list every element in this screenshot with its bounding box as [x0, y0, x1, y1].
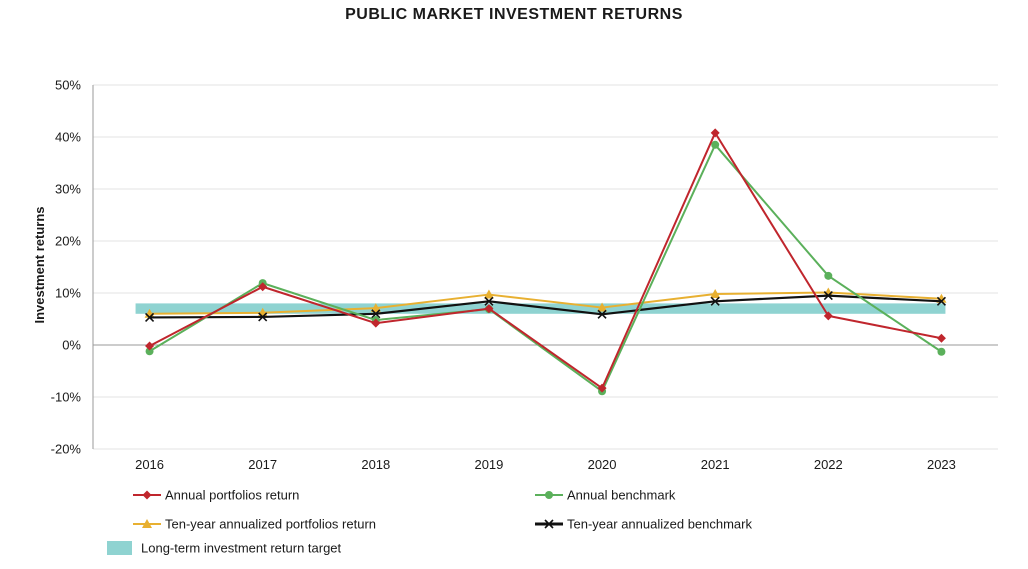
data-point: [483, 289, 494, 299]
data-point: [936, 333, 946, 343]
legend-marker: [544, 519, 554, 529]
y-tick-label: 10%: [55, 286, 81, 301]
series-line: [149, 143, 942, 393]
data-point: [936, 296, 947, 306]
legend-label: Annual portfolios return: [165, 488, 299, 503]
x-tick-label: 2021: [701, 457, 730, 472]
legend-band-swatch: [107, 541, 132, 555]
series-line: [149, 294, 942, 319]
y-tick-label: 30%: [55, 182, 81, 197]
data-point: [824, 271, 833, 280]
x-tick-label: 2023: [927, 457, 956, 472]
x-marker-stroke: [936, 296, 947, 306]
legend-label: Long-term investment return target: [141, 541, 342, 556]
y-tick-label: 40%: [55, 130, 81, 145]
data-point: [484, 296, 494, 306]
legend: Annual portfolios return Annual benchmark…: [107, 488, 752, 556]
x-marker-stroke: [144, 312, 155, 323]
chart-title: PUBLIC MARKET INVESTMENT RETURNS: [345, 6, 683, 23]
y-tick-label: -10%: [51, 390, 82, 405]
data-point: [597, 302, 608, 312]
legend-marker: [142, 490, 152, 500]
data-point: [144, 312, 155, 323]
data-point: [371, 318, 381, 328]
data-point: [258, 312, 268, 322]
data-point: [484, 304, 494, 314]
y-axis-label: Investment returns: [32, 206, 47, 323]
data-point: [145, 341, 155, 351]
x-tick-label: 2022: [814, 457, 843, 472]
axes: -20% -10% 0% 10% 20% 30% 40% 50% 2016 2017 2018 201…: [32, 78, 998, 472]
y-tick-label: 50%: [55, 78, 81, 93]
data-point: [145, 347, 154, 356]
y-tick-label: 0%: [62, 338, 81, 353]
data-point: [711, 140, 720, 149]
x-tick-label: 2018: [361, 457, 390, 472]
x-marker-stroke: [710, 296, 720, 306]
data-point: [710, 289, 721, 299]
x-marker-stroke: [371, 309, 381, 319]
x-marker-stroke: [484, 296, 494, 306]
y-tick-label: 20%: [55, 234, 81, 249]
x-tick-label: 2019: [474, 457, 503, 472]
series-line: [149, 131, 942, 390]
data-point: [710, 296, 720, 306]
y-tick-label: -20%: [51, 442, 82, 457]
data-point: [370, 303, 381, 313]
legend-item: Annual benchmark: [535, 488, 676, 503]
data-point: [710, 128, 720, 138]
x-tick-label: 2017: [248, 457, 277, 472]
legend-item: Annual portfolios return: [133, 488, 299, 503]
legend-marker: [142, 519, 152, 528]
target-band-layer: [135, 303, 946, 314]
data-point: [258, 282, 268, 292]
legend-label: Annual benchmark: [567, 488, 676, 503]
data-point: [937, 347, 946, 356]
legend-item: Ten-year annualized portfolios return: [133, 517, 376, 532]
x-marker-stroke: [597, 309, 607, 319]
legend-marker: [545, 491, 553, 499]
x-marker-stroke: [258, 312, 268, 322]
x-marker-stroke: [823, 291, 833, 301]
series-layer: [144, 128, 947, 396]
data-point: [597, 309, 607, 319]
x-tick-label: 2016: [135, 457, 164, 472]
series-line: [149, 291, 942, 315]
legend-item: Ten-year annualized benchmark: [535, 517, 752, 532]
legend-item: Long-term investment return target: [107, 541, 342, 556]
data-point: [371, 309, 381, 319]
grid-lines: [93, 84, 998, 450]
data-point: [597, 383, 607, 393]
x-tick-label: 2020: [588, 457, 617, 472]
data-point: [823, 311, 833, 321]
legend-label: Ten-year annualized benchmark: [567, 517, 752, 532]
x-marker-stroke: [544, 519, 554, 529]
data-point: [823, 291, 833, 301]
target-band: [135, 303, 946, 314]
legend-label: Ten-year annualized portfolios return: [165, 517, 376, 532]
